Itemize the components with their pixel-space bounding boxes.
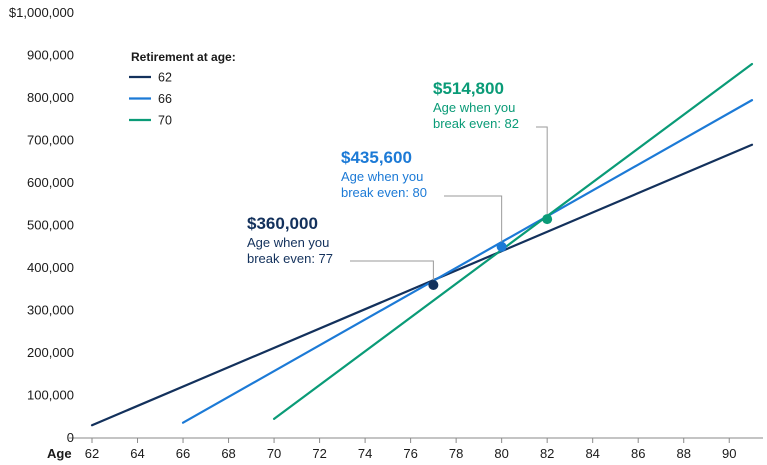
break-even-point	[428, 280, 439, 290]
y-tick-label: 400,000	[27, 260, 74, 275]
x-tick-label: 90	[722, 446, 736, 461]
x-tick-label: 84	[585, 446, 599, 461]
break-even-value: $514,800	[433, 79, 504, 98]
x-tick-label: 72	[312, 446, 326, 461]
break-even-text: break even: 82	[433, 116, 519, 131]
legend-label-66: 66	[158, 92, 172, 106]
break-even-text: Age when you	[341, 169, 423, 184]
x-tick-label: 88	[676, 446, 690, 461]
x-tick-label: 62	[85, 446, 99, 461]
x-tick-label: 82	[540, 446, 554, 461]
x-tick-label: 70	[267, 446, 281, 461]
x-tick-label: 68	[221, 446, 235, 461]
annotation-leader-line	[350, 260, 434, 285]
x-tick-label: 76	[403, 446, 417, 461]
series-line-70	[272, 62, 754, 420]
y-tick-label: 0	[67, 430, 74, 445]
y-tick-label: $1,000,000	[9, 5, 74, 20]
series-line-66	[181, 99, 754, 424]
y-tick-label: 500,000	[27, 218, 74, 233]
break-even-value: $435,600	[341, 148, 412, 167]
legend-title: Retirement at age:	[131, 50, 236, 64]
y-tick-label: 100,000	[27, 388, 74, 403]
y-tick-label: 200,000	[27, 345, 74, 360]
x-tick-label: 74	[358, 446, 372, 461]
x-tick-label: 78	[449, 446, 463, 461]
break-even-value: $360,000	[247, 214, 318, 233]
y-tick-label: 300,000	[27, 303, 74, 318]
legend-label-70: 70	[158, 114, 172, 128]
y-tick-label: 900,000	[27, 48, 74, 63]
break-even-point	[542, 214, 553, 225]
annotation-leader-line	[444, 195, 503, 247]
legend-label-62: 62	[158, 71, 172, 85]
break-even-text: Age when you	[433, 100, 515, 115]
break-even-text: break even: 77	[247, 251, 333, 266]
y-tick-label: 800,000	[27, 90, 74, 105]
y-tick-label: 700,000	[27, 133, 74, 148]
break-even-text: break even: 80	[341, 185, 427, 200]
x-tick-label: 66	[176, 446, 190, 461]
break-even-point	[496, 241, 507, 252]
series-line-62	[90, 143, 754, 427]
x-axis-label: Age	[47, 446, 72, 461]
break-even-text: Age when you	[247, 235, 329, 250]
x-tick-label: 64	[130, 446, 144, 461]
x-tick-label: 86	[631, 446, 645, 461]
y-tick-label: 600,000	[27, 175, 74, 190]
x-tick-label: 80	[494, 446, 508, 461]
annotation-leader-line	[536, 126, 548, 220]
